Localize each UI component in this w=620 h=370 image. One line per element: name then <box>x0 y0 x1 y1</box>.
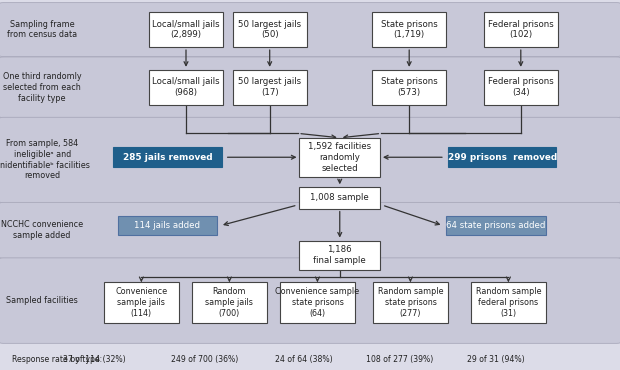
Text: Federal prisons
(34): Federal prisons (34) <box>488 77 554 97</box>
FancyBboxPatch shape <box>0 3 620 57</box>
FancyBboxPatch shape <box>372 12 446 47</box>
Text: Convenience sample
state prisons
(64): Convenience sample state prisons (64) <box>275 287 360 318</box>
FancyBboxPatch shape <box>232 70 307 105</box>
Text: One third randomly
selected from each
facility type: One third randomly selected from each fa… <box>3 72 81 102</box>
FancyBboxPatch shape <box>299 138 380 177</box>
FancyBboxPatch shape <box>471 282 546 323</box>
FancyBboxPatch shape <box>280 282 355 323</box>
Text: State prisons
(1,719): State prisons (1,719) <box>381 20 438 40</box>
Text: 108 of 277 (39%): 108 of 277 (39%) <box>366 355 433 364</box>
Text: 1,592 facilities
randomly
selected: 1,592 facilities randomly selected <box>308 142 371 172</box>
FancyBboxPatch shape <box>118 216 217 235</box>
FancyBboxPatch shape <box>446 216 546 235</box>
Text: Response rate by type:: Response rate by type: <box>12 355 102 364</box>
Text: Local/small jails
(968): Local/small jails (968) <box>152 77 220 97</box>
FancyBboxPatch shape <box>113 147 222 167</box>
Text: 299 prisons  removed: 299 prisons removed <box>448 153 557 162</box>
Text: 1,008 sample: 1,008 sample <box>311 194 369 202</box>
Text: Sampled facilities: Sampled facilities <box>6 296 78 305</box>
FancyBboxPatch shape <box>232 12 307 47</box>
FancyBboxPatch shape <box>448 147 556 167</box>
Text: NCCHC convenience
sample added: NCCHC convenience sample added <box>1 220 83 240</box>
Text: 24 of 64 (38%): 24 of 64 (38%) <box>275 355 332 364</box>
Text: Random
sample jails
(700): Random sample jails (700) <box>205 287 254 318</box>
Text: Federal prisons
(102): Federal prisons (102) <box>488 20 554 40</box>
Text: 285 jails removed: 285 jails removed <box>123 153 212 162</box>
FancyBboxPatch shape <box>0 258 620 343</box>
FancyBboxPatch shape <box>0 117 620 203</box>
Text: From sample, 584
ineligibleᵃ and
unidentifiableᵇ facilities
removed: From sample, 584 ineligibleᵃ and unident… <box>0 139 90 181</box>
Text: 50 largest jails
(50): 50 largest jails (50) <box>238 20 301 40</box>
Text: 64 state prisons added: 64 state prisons added <box>446 221 546 230</box>
FancyBboxPatch shape <box>149 70 223 105</box>
Text: State prisons
(573): State prisons (573) <box>381 77 438 97</box>
FancyBboxPatch shape <box>373 282 448 323</box>
Text: 249 of 700 (36%): 249 of 700 (36%) <box>171 355 238 364</box>
Text: 1,186
final sample: 1,186 final sample <box>313 245 366 265</box>
FancyBboxPatch shape <box>149 12 223 47</box>
Text: Convenience
sample jails
(114): Convenience sample jails (114) <box>115 287 167 318</box>
FancyBboxPatch shape <box>192 282 267 323</box>
FancyBboxPatch shape <box>299 187 380 209</box>
FancyBboxPatch shape <box>299 240 380 270</box>
FancyBboxPatch shape <box>372 70 446 105</box>
Text: 114 jails added: 114 jails added <box>135 221 200 230</box>
FancyBboxPatch shape <box>104 282 179 323</box>
Text: 37 of 114 (32%): 37 of 114 (32%) <box>63 355 126 364</box>
Text: 29 of 31 (94%): 29 of 31 (94%) <box>467 355 525 364</box>
Text: Random sample
federal prisons
(31): Random sample federal prisons (31) <box>476 287 541 318</box>
Text: 50 largest jails
(17): 50 largest jails (17) <box>238 77 301 97</box>
Text: Sampling frame
from census data: Sampling frame from census data <box>7 20 78 40</box>
FancyBboxPatch shape <box>484 70 558 105</box>
Text: Local/small jails
(2,899): Local/small jails (2,899) <box>152 20 220 40</box>
FancyBboxPatch shape <box>484 12 558 47</box>
Text: Random sample
state prisons
(277): Random sample state prisons (277) <box>378 287 443 318</box>
FancyBboxPatch shape <box>0 57 620 118</box>
FancyBboxPatch shape <box>0 202 620 258</box>
